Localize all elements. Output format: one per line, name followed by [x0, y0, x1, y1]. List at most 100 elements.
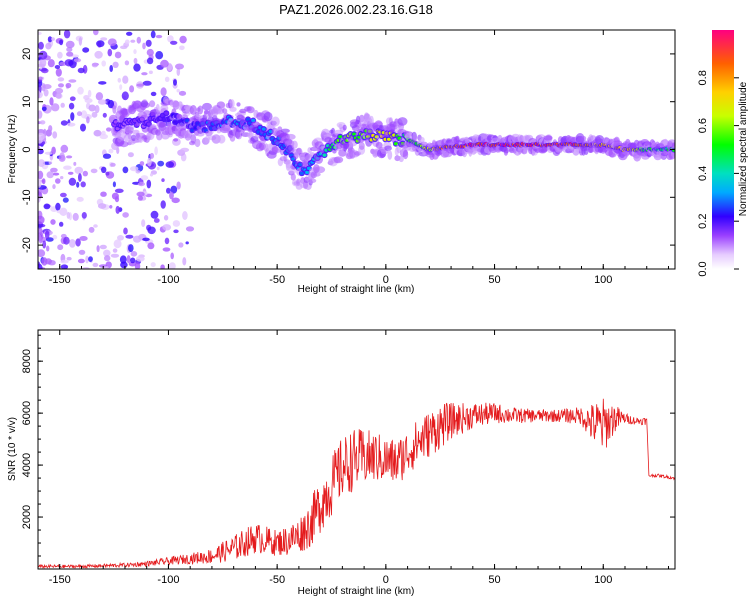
- noise-blob: [57, 244, 64, 251]
- noise-blob: [182, 257, 187, 266]
- ridge-core: [146, 122, 151, 126]
- noise-blob: [53, 172, 60, 176]
- noise-blob: [185, 226, 195, 232]
- noise-blob: [110, 253, 120, 258]
- noise-blob: [164, 76, 170, 83]
- noise-blob: [126, 255, 131, 264]
- noise-blob: [157, 160, 165, 167]
- ridge-halo: [190, 134, 197, 144]
- noise-blob: [128, 244, 134, 253]
- ridge-halo: [397, 117, 408, 126]
- noise-blob: [160, 59, 169, 68]
- noise-blob: [103, 249, 111, 257]
- noise-blob: [66, 155, 73, 159]
- noise-blob: [147, 242, 155, 250]
- noise-blob: [102, 112, 107, 118]
- noise-blob: [47, 59, 55, 68]
- colorbar-tick-label: 0.6: [697, 118, 709, 133]
- noise-blob: [121, 91, 129, 101]
- noise-blob: [63, 236, 70, 245]
- noise-blob: [60, 264, 69, 269]
- ridge-halo: [271, 116, 280, 127]
- ridge-halo: [194, 138, 201, 148]
- noise-blob: [106, 127, 112, 132]
- ridge-halo: [263, 111, 273, 122]
- noise-blob: [124, 39, 130, 45]
- ridge-halo: [290, 173, 296, 181]
- noise-blob: [166, 187, 171, 194]
- noise-blob: [130, 251, 138, 257]
- ridge-halo: [285, 133, 296, 140]
- noise-blob: [38, 233, 42, 242]
- noise-blob: [66, 51, 74, 57]
- noise-blob: [101, 166, 107, 173]
- noise-blob: [91, 111, 98, 118]
- noise-blob: [46, 171, 54, 179]
- noise-blob: [58, 154, 66, 162]
- noise-blob: [185, 241, 189, 245]
- ridge-halo: [432, 139, 436, 146]
- noise-blob: [66, 211, 71, 219]
- noise-blob: [180, 147, 190, 153]
- noise-blob: [100, 37, 108, 41]
- noise-blob: [63, 30, 71, 39]
- ridge-halo: [229, 134, 236, 142]
- noise-blob: [50, 167, 58, 173]
- noise-blob: [135, 169, 141, 174]
- noise-blob: [38, 132, 45, 141]
- noise-blob: [60, 144, 69, 153]
- ridge-core: [338, 135, 343, 139]
- colorbar: 0.0 0.2 0.4 0.6 0.8 Normalized spectral ampl…: [697, 30, 749, 277]
- noise-blob: [117, 235, 124, 241]
- noise-blob: [93, 30, 99, 36]
- noise-blob: [178, 242, 184, 248]
- ridge-core: [115, 127, 120, 131]
- noise-blob: [65, 40, 75, 49]
- noise-blob: [104, 266, 109, 269]
- noise-blob: [80, 181, 86, 188]
- noise-blob: [162, 224, 172, 231]
- ridge-halo: [266, 151, 277, 159]
- noise-blob: [73, 58, 82, 63]
- noise-blob: [149, 152, 155, 159]
- noise-blob: [154, 146, 158, 156]
- noise-blob: [150, 210, 159, 219]
- x-tick-label: -50: [269, 274, 285, 286]
- noise-blob: [132, 235, 142, 243]
- noise-blob: [101, 60, 106, 67]
- x-tick-label: -150: [49, 574, 71, 586]
- noise-blob: [83, 95, 90, 100]
- ridge-halo: [272, 148, 282, 153]
- noise-blob: [178, 90, 187, 96]
- noise-blob: [150, 91, 157, 97]
- colorbar-gradient: [712, 30, 734, 269]
- noise-blob: [109, 65, 113, 72]
- ridge-core: [185, 119, 190, 123]
- ridge-halo: [235, 130, 243, 140]
- noise-blob: [97, 99, 107, 105]
- noise-blob: [44, 230, 50, 240]
- noise-blob: [122, 212, 129, 218]
- noise-blob: [86, 116, 90, 124]
- ridge-halo: [543, 135, 553, 141]
- noise-blob: [48, 125, 53, 133]
- noise-blob: [136, 83, 145, 87]
- noise-blob: [80, 110, 88, 119]
- noise-blob: [41, 178, 46, 185]
- noise-blob: [68, 79, 77, 83]
- ridge-halo: [280, 128, 290, 133]
- noise-blob: [38, 227, 43, 235]
- colorbar-label: Normalized spectral amplitude: [738, 81, 749, 216]
- noise-blob: [155, 34, 163, 39]
- noise-blob: [130, 257, 136, 264]
- ridge-halo: [419, 136, 425, 143]
- x-tick-label: -100: [157, 574, 179, 586]
- noise-blob: [80, 123, 86, 132]
- noise-blob: [133, 49, 137, 55]
- noise-blob: [107, 38, 117, 46]
- noise-blob: [92, 262, 99, 268]
- noise-blob: [96, 40, 105, 48]
- ridge-halo: [143, 110, 151, 116]
- noise-blob: [148, 70, 153, 75]
- noise-blob: [97, 203, 107, 209]
